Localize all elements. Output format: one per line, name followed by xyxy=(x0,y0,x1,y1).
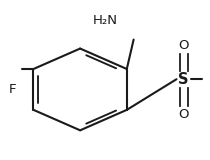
Text: O: O xyxy=(178,108,189,121)
Text: O: O xyxy=(178,39,189,52)
Text: S: S xyxy=(178,72,189,87)
Text: H₂N: H₂N xyxy=(92,14,118,27)
Text: F: F xyxy=(9,83,17,96)
